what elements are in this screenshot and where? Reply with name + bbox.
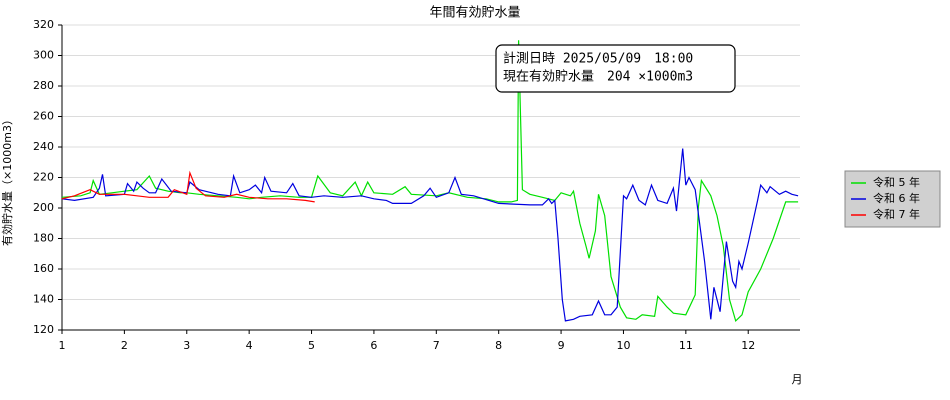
x-tick-label: 3: [183, 339, 190, 352]
x-tick-label: 10: [616, 339, 630, 352]
legend-box: [844, 170, 941, 228]
y-axis-label: 有効貯水量（×1000m3）: [0, 114, 14, 246]
x-tick-label: 4: [246, 339, 253, 352]
y-tick-label: 220: [33, 171, 54, 184]
x-tick-label: 9: [558, 339, 565, 352]
y-tick-label: 300: [33, 49, 54, 62]
y-tick-label: 120: [33, 323, 54, 336]
x-tick-label: 5: [308, 339, 315, 352]
y-tick-label: 200: [33, 201, 54, 214]
y-tick-label: 160: [33, 262, 54, 275]
x-tick-label: 2: [121, 339, 128, 352]
legend-label: 令和 7 年: [873, 207, 920, 221]
x-tick-label: 11: [679, 339, 693, 352]
y-tick-label: 260: [33, 110, 54, 123]
x-tick-label: 1: [59, 339, 66, 352]
series-line: [61, 170, 315, 203]
y-tick-label: 180: [33, 232, 54, 245]
legend-label: 令和 6 年: [873, 191, 920, 205]
x-axis-label: 月: [792, 373, 803, 386]
x-tick-label: 6: [370, 339, 377, 352]
y-tick-label: 240: [33, 140, 54, 153]
legend-label: 令和 5 年: [873, 175, 920, 189]
chart-title: 年間有効貯水量: [429, 6, 520, 21]
y-tick-label: 320: [33, 18, 54, 31]
tooltip-text: 計測日時 2025/05/09 18:00: [503, 51, 693, 67]
x-tick-label: 7: [433, 339, 440, 352]
x-tick-label: 8: [495, 339, 502, 352]
series-line: [61, 148, 799, 322]
y-tick-label: 140: [33, 293, 54, 306]
tooltip-box: [495, 44, 736, 93]
tooltip-text: 現在有効貯水量 204 ×1000m3: [503, 70, 693, 85]
x-tick-label: 12: [741, 339, 755, 352]
series-line: [61, 40, 799, 323]
y-tick-label: 280: [33, 79, 54, 92]
